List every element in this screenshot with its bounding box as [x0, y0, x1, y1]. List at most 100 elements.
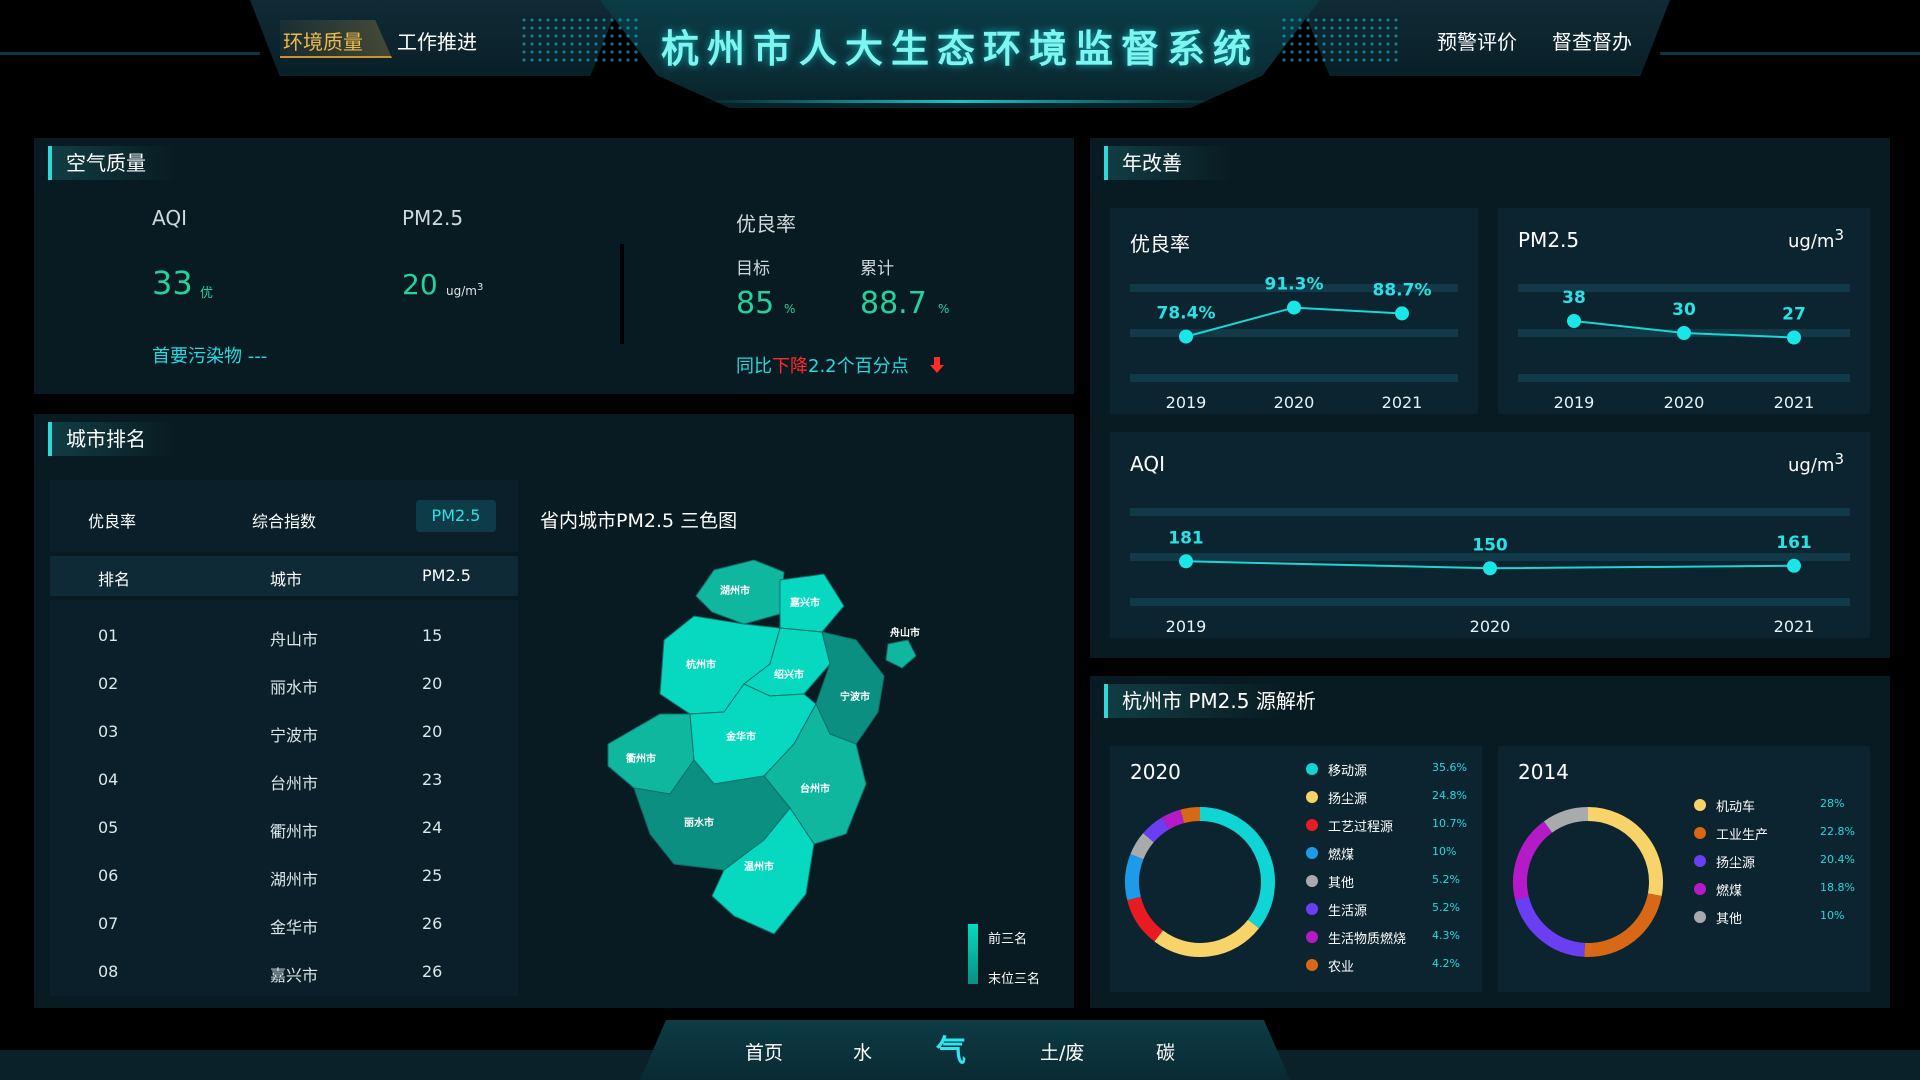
- pm25-line-chart: 38 2019 30 2020 27 2021: [1518, 284, 1850, 412]
- column-pm25: PM2.5: [422, 566, 471, 585]
- region-zhoushan: [885, 639, 917, 669]
- divider: [620, 244, 624, 344]
- legend-swatch: [1306, 847, 1318, 859]
- region-taizhou: [763, 702, 867, 845]
- nav-home[interactable]: 首页: [745, 1042, 784, 1064]
- footer-nav: [640, 1020, 1290, 1080]
- pm25-label: PM2.5: [402, 206, 464, 230]
- legend-value: 5.2%: [1432, 901, 1460, 914]
- data-label: 78.4%: [1157, 304, 1216, 324]
- tab-work-progress[interactable]: 工作推进: [397, 30, 477, 54]
- legend-label: 扬尘源: [1716, 856, 1756, 871]
- pm25-cell: 20: [422, 674, 443, 693]
- pm25-cell: 25: [422, 866, 443, 885]
- grid-band: [1130, 553, 1850, 561]
- data-point: [1787, 558, 1801, 573]
- cumulative-label: 累计: [860, 259, 894, 279]
- chart-title: PM2.5: [1518, 228, 1580, 252]
- filter-good-rate[interactable]: 优良率: [88, 512, 137, 531]
- map-label-shaoxing: 绍兴市: [774, 668, 804, 681]
- pm25-cell: 23: [422, 770, 443, 789]
- legend-swatch: [1306, 875, 1318, 887]
- legend-label: 农业: [1328, 960, 1355, 975]
- chart-title: 2014: [1518, 760, 1569, 784]
- map-label-hangzhou: 杭州市: [686, 658, 716, 671]
- map-legend-top: 前三名: [988, 932, 1028, 947]
- legend-item: 燃煤 10%: [1306, 844, 1482, 864]
- legend-label: 其他: [1328, 876, 1355, 891]
- city-cell: 湖州市: [270, 870, 319, 889]
- rank-cell: 07: [98, 914, 119, 933]
- footer-band-right: [1270, 1050, 1920, 1080]
- legend-value: 35.6%: [1432, 761, 1467, 774]
- grid-band: [1130, 329, 1458, 337]
- legend-value: 24.8%: [1432, 789, 1467, 802]
- rank-cell: 03: [98, 722, 119, 741]
- legend-label: 工艺过程源: [1328, 820, 1394, 835]
- rank-cell: 05: [98, 818, 119, 837]
- map-label-huzhou: 湖州市: [720, 584, 750, 597]
- legend-item: 扬尘源 24.8%: [1306, 788, 1482, 808]
- legend-item: 其他 10%: [1694, 908, 1870, 928]
- legend-swatch: [1694, 827, 1706, 839]
- map-label-ningbo: 宁波市: [840, 690, 870, 703]
- legend-swatch: [1306, 903, 1318, 915]
- pm25-cell: 20: [422, 722, 443, 741]
- legend-item: 扬尘源 20.4%: [1694, 852, 1870, 872]
- legend-swatch: [1694, 855, 1706, 867]
- legend-item: 机动车 28%: [1694, 796, 1870, 816]
- nav-water[interactable]: 水: [853, 1042, 873, 1064]
- donut-slice: [1513, 821, 1553, 900]
- donut-slice: [1515, 896, 1586, 957]
- legend-item: 其他 5.2%: [1306, 872, 1482, 892]
- rank-cell: 02: [98, 674, 119, 693]
- legend-label: 工业生产: [1716, 828, 1769, 843]
- air-quality-panel: 空气质量 AQI 33 优 PM2.5 20 ug/m3 首要污染物 --- 优…: [34, 138, 1074, 394]
- donut-slice: [1130, 833, 1154, 860]
- legend-item: 工业生产 22.8%: [1694, 824, 1870, 844]
- aqi-label: AQI: [152, 206, 187, 230]
- page-title: 杭州市人大生态环境监督系统: [660, 27, 1259, 71]
- tab-warning-evaluation[interactable]: 预警评价: [1437, 30, 1517, 54]
- x-tick-label: 2020: [1274, 393, 1315, 412]
- nav-soil-waste[interactable]: 土/废: [1040, 1042, 1085, 1064]
- filter-composite-index[interactable]: 综合指数: [252, 512, 317, 531]
- pm25-chart-card: PM2.5 ug/m3 38 2019 30 2020 27 2021: [1498, 208, 1870, 414]
- map-label-wenzhou: 温州市: [744, 860, 774, 873]
- legend-value: 20.4%: [1820, 853, 1855, 866]
- cumulative-value: 88.7: [860, 286, 927, 321]
- map-label-zhoushan: 舟山市: [890, 626, 920, 639]
- legend-value: 10%: [1432, 845, 1457, 858]
- cumulative-unit: %: [938, 302, 950, 316]
- grid-band: [1130, 508, 1850, 516]
- legend-swatch: [1306, 791, 1318, 803]
- legend-label: 移动源: [1328, 764, 1368, 779]
- city-cell: 金华市: [270, 918, 319, 937]
- column-rank: 排名: [98, 570, 131, 589]
- map-label-quzhou: 衢州市: [626, 752, 656, 765]
- legend-value: 28%: [1820, 797, 1845, 810]
- data-point: [1567, 314, 1581, 328]
- data-label: 91.3%: [1265, 275, 1324, 295]
- tab-supervision[interactable]: 督查督办: [1552, 30, 1632, 54]
- legend-value: 4.3%: [1432, 929, 1460, 942]
- grid-band: [1130, 284, 1458, 292]
- nav-air[interactable]: 气: [936, 1034, 966, 1069]
- legend-item: 工艺过程源 10.7%: [1306, 816, 1482, 836]
- rank-cell: 01: [98, 626, 119, 645]
- city-ranking-panel: 城市排名 优良率 综合指数 PM2.5 排名 城市 PM2.5 01 舟山市 1…: [34, 414, 1074, 1008]
- legend-label: 机动车: [1716, 800, 1756, 815]
- donut-slice: [1161, 809, 1185, 830]
- filter-pm25[interactable]: PM2.5: [416, 500, 496, 532]
- nav-carbon[interactable]: 碳: [1156, 1042, 1176, 1064]
- good-rate-label: 优良率: [736, 212, 796, 236]
- legend-swatch: [1306, 931, 1318, 943]
- zhejiang-pm25-map: 湖州市 嘉兴市 舟山市 杭州市 绍兴市 宁波市 衢州市 金华市 台州市 丽水市 …: [607, 559, 920, 935]
- city-cell: 台州市: [270, 774, 319, 793]
- map-label-jinhua: 金华市: [725, 730, 756, 743]
- tab-environment-quality[interactable]: 环境质量: [283, 30, 363, 54]
- legend-label: 生活源: [1328, 904, 1368, 919]
- data-point: [1395, 306, 1409, 321]
- primary-pollutant: 首要污染物 ---: [152, 346, 268, 367]
- target-unit: %: [784, 302, 796, 316]
